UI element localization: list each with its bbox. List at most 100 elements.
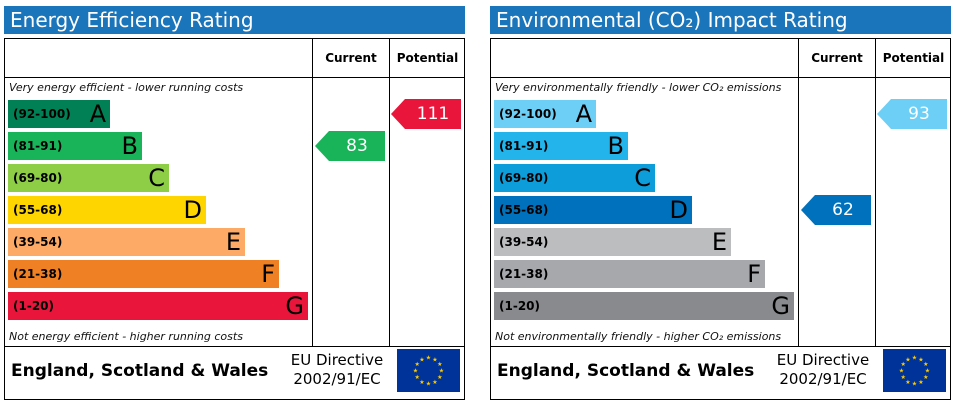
rating-band-b: (81-91) B: [8, 132, 142, 160]
rating-band-f: (21-38) F: [8, 260, 279, 288]
star-icon: ★: [426, 381, 431, 388]
rating-band-e: (39-54) E: [8, 228, 245, 256]
rating-band-c: (69-80) C: [8, 164, 169, 192]
star-icon: ★: [905, 356, 910, 363]
current-arrow-shape: [315, 131, 385, 161]
footer-region: England, Scotland & Wales: [497, 361, 755, 381]
band-range-label: (69-80): [499, 171, 549, 185]
divider: [491, 346, 950, 347]
directive-line: 2002/91/EC: [779, 370, 867, 388]
rating-band-g: (1-20) G: [8, 292, 308, 320]
bottom-note: Not environmentally friendly - higher CO…: [495, 330, 782, 343]
divider: [875, 39, 876, 347]
star-icon: ★: [439, 368, 444, 375]
rating-band-f: (21-38) F: [494, 260, 765, 288]
current-rating-value: 83: [346, 136, 368, 156]
band-range-label: (21-38): [499, 267, 549, 281]
star-icon: ★: [923, 361, 928, 368]
band-range-label: (1-20): [499, 299, 540, 313]
divider: [389, 39, 390, 347]
rating-frame: Current Potential Very energy efficient …: [4, 38, 465, 400]
star-icon: ★: [415, 361, 420, 368]
current-rating-arrow: 62: [801, 195, 871, 225]
band-range-label: (55-68): [13, 203, 63, 217]
star-icon: ★: [426, 355, 431, 362]
potential-rating-value: 93: [908, 104, 930, 124]
current-rating-arrow: 83: [315, 131, 385, 161]
star-icon: ★: [923, 374, 928, 381]
top-note: Very environmentally friendly - lower CO…: [495, 81, 782, 94]
band-range-label: (69-80): [13, 171, 63, 185]
band-range-label: (55-68): [499, 203, 549, 217]
divider: [312, 39, 313, 347]
rating-band-d: (55-68) D: [8, 196, 206, 224]
band-letter: A: [89, 100, 106, 128]
top-note: Very energy efficient - lower running co…: [9, 81, 244, 94]
band-letter: D: [183, 196, 202, 224]
rating-band-d: (55-68) D: [494, 196, 692, 224]
star-icon: ★: [437, 374, 442, 381]
band-letter: G: [285, 292, 304, 320]
rating-band-a: (92-100) A: [494, 100, 596, 128]
band-letter: G: [771, 292, 790, 320]
divider: [491, 77, 950, 78]
directive-line: EU Directive: [776, 351, 870, 369]
band-letter: B: [121, 132, 138, 160]
star-icon: ★: [925, 368, 930, 375]
star-icon: ★: [415, 374, 420, 381]
rating-band-a: (92-100) A: [8, 100, 110, 128]
panel-title: Energy Efficiency Rating: [4, 6, 465, 34]
eu-flag-icon: ★★★★★★★★★ ★ ★★: [397, 349, 460, 392]
band-range-label: (39-54): [13, 235, 63, 249]
footer-directive: EU Directive 2002/91/EC: [282, 351, 392, 389]
current-column-header: Current: [325, 51, 377, 65]
potential-rating-arrow: 111: [391, 99, 461, 129]
potential-rating-arrow: 93: [877, 99, 947, 129]
band-range-label: (92-100): [13, 107, 71, 121]
band-letter: E: [711, 228, 727, 256]
star-icon: ★: [905, 379, 910, 386]
footer-directive: EU Directive 2002/91/EC: [768, 351, 878, 389]
rating-band-g: (1-20) G: [494, 292, 794, 320]
star-icon: ★: [901, 374, 906, 381]
current-column-header: Current: [811, 51, 863, 65]
star-icon: ★: [912, 355, 917, 362]
band-range-label: (21-38): [13, 267, 63, 281]
potential-rating-value: 111: [416, 104, 450, 124]
panel-title: Environmental (CO₂) Impact Rating: [490, 6, 951, 34]
star-icon: ★: [918, 379, 923, 386]
rating-band-b: (81-91) B: [494, 132, 628, 160]
divider: [798, 39, 799, 347]
band-letter: A: [575, 100, 592, 128]
star-icon: ★: [419, 356, 424, 363]
band-range-label: (81-91): [499, 139, 549, 153]
potential-column-header: Potential: [882, 51, 945, 65]
star-icon: ★: [432, 356, 437, 363]
current-rating-value: 62: [832, 200, 854, 220]
band-range-label: (92-100): [499, 107, 557, 121]
potential-arrow-shape: [877, 99, 947, 129]
directive-line: EU Directive: [290, 351, 384, 369]
footer-region: England, Scotland & Wales: [11, 361, 269, 381]
rating-band-e: (39-54) E: [494, 228, 731, 256]
directive-line: 2002/91/EC: [293, 370, 381, 388]
divider: [5, 346, 464, 347]
star-icon: ★: [419, 379, 424, 386]
environmental-impact-panel: Environmental (CO₂) Impact Rating Curren…: [490, 6, 951, 400]
divider: [5, 77, 464, 78]
energy-efficiency-panel: Energy Efficiency Rating Current Potenti…: [4, 6, 465, 400]
rating-frame: Current Potential Very environmentally f…: [490, 38, 951, 400]
band-letter: C: [148, 164, 165, 192]
band-letter: E: [225, 228, 241, 256]
star-icon: ★: [413, 368, 418, 375]
band-range-label: (81-91): [13, 139, 63, 153]
star-icon: ★: [899, 368, 904, 375]
current-arrow-shape: [801, 195, 871, 225]
star-icon: ★: [912, 381, 917, 388]
potential-arrow-shape: [391, 99, 461, 129]
bottom-note: Not energy efficient - higher running co…: [9, 330, 243, 343]
band-letter: F: [261, 260, 275, 288]
star-icon: ★: [918, 356, 923, 363]
band-letter: F: [747, 260, 761, 288]
band-range-label: (39-54): [499, 235, 549, 249]
